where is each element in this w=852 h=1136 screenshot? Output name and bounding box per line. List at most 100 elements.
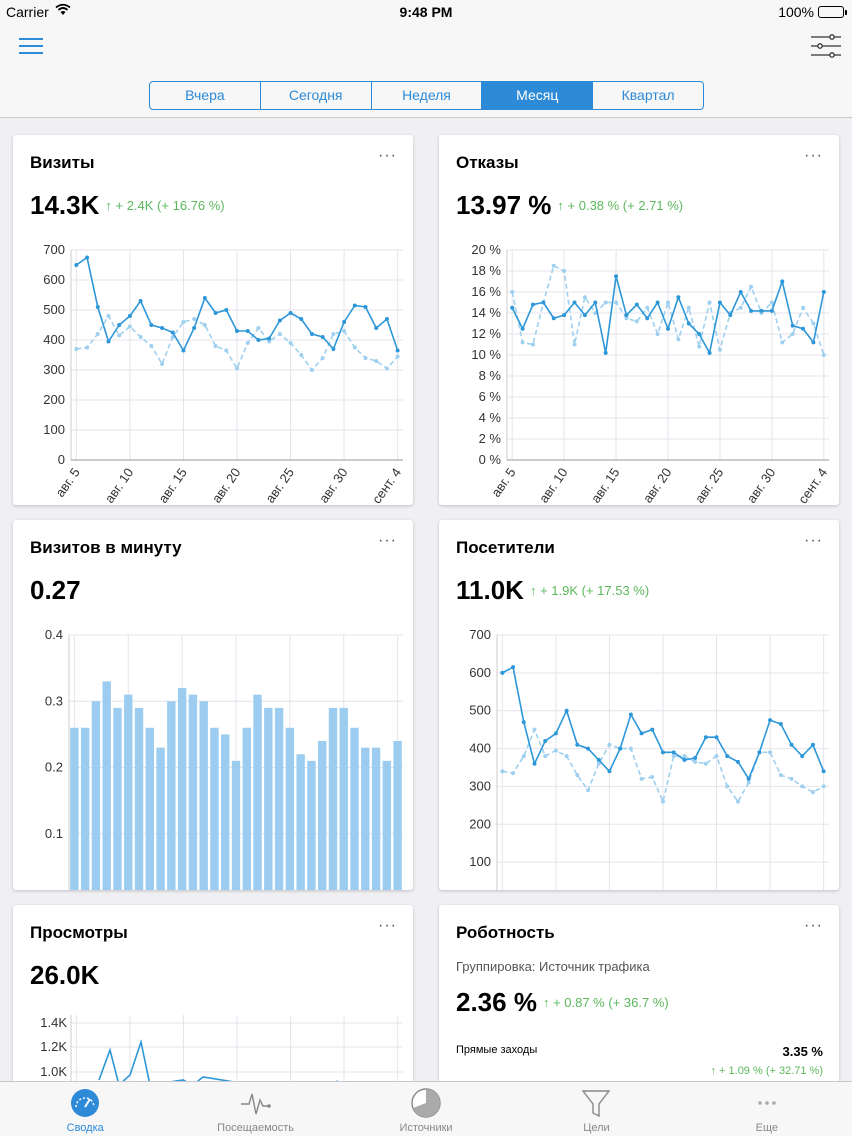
x-tick-label: авг. 20 bbox=[640, 465, 675, 505]
segment-3[interactable]: Месяц bbox=[482, 82, 594, 109]
tab-2[interactable]: Источники bbox=[341, 1082, 511, 1136]
data-point bbox=[801, 326, 806, 331]
data-point bbox=[821, 290, 826, 294]
data-point bbox=[192, 317, 197, 321]
bar bbox=[231, 760, 241, 890]
segment-2[interactable]: Неделя bbox=[372, 82, 483, 109]
tab-4[interactable]: Еще bbox=[682, 1082, 852, 1136]
data-point bbox=[738, 290, 743, 294]
data-point bbox=[693, 756, 698, 761]
data-point bbox=[95, 305, 100, 309]
visitors-card[interactable]: Посетители ··· 11.0K ↑ + 1.9K (+ 17.53 %)… bbox=[439, 520, 839, 890]
data-point bbox=[746, 776, 751, 781]
data-point bbox=[800, 784, 805, 789]
more-icon[interactable]: ··· bbox=[804, 532, 823, 549]
data-point bbox=[655, 332, 660, 336]
data-point bbox=[810, 790, 815, 795]
data-point bbox=[288, 311, 293, 315]
data-point bbox=[628, 712, 633, 717]
data-point bbox=[618, 746, 623, 751]
more-icon[interactable]: ··· bbox=[804, 147, 823, 164]
more-icon[interactable]: ··· bbox=[804, 917, 823, 934]
y-tick-label: 0 bbox=[58, 452, 65, 467]
data-point bbox=[245, 329, 250, 333]
status-bar: Carrier 9:48 PM 100% bbox=[0, 0, 852, 24]
data-point bbox=[117, 323, 122, 327]
y-tick-label: 600 bbox=[43, 272, 65, 287]
y-tick-label: 1.2K bbox=[40, 1039, 67, 1054]
more-icon[interactable]: ··· bbox=[378, 532, 397, 549]
data-point bbox=[778, 721, 783, 726]
carrier-label: Carrier bbox=[6, 4, 49, 20]
bar bbox=[199, 701, 208, 890]
y-tick-label: 1.0K bbox=[40, 1064, 67, 1079]
bounces-card[interactable]: Отказы ··· 13.97 % ↑ + 0.38 % (+ 2.71 %) … bbox=[439, 135, 839, 505]
data-point bbox=[671, 750, 676, 755]
more-icon[interactable]: ··· bbox=[378, 147, 397, 164]
data-point bbox=[703, 735, 708, 740]
data-point bbox=[697, 332, 702, 336]
visits-per-minute-card[interactable]: Визитов в минуту ··· 0.27 00.10.20.30.4а… bbox=[13, 520, 413, 890]
data-point bbox=[666, 326, 670, 331]
card-delta: ↑ + 0.87 % (+ 36.7 %) bbox=[542, 995, 669, 1010]
data-point bbox=[521, 754, 526, 759]
data-point bbox=[395, 348, 400, 353]
y-tick-label: 18 % bbox=[471, 263, 501, 278]
data-point bbox=[384, 366, 389, 371]
more-icon[interactable]: ··· bbox=[378, 917, 397, 934]
card-value: 11.0K bbox=[456, 575, 524, 605]
segment-0[interactable]: Вчера bbox=[150, 82, 261, 109]
menu-icon[interactable] bbox=[19, 38, 43, 54]
views-card[interactable]: Просмотры ··· 26.0K 1.4K 1.2K 1.0K bbox=[13, 905, 413, 1085]
data-point bbox=[309, 332, 314, 336]
y-tick-label: 12 % bbox=[471, 326, 501, 341]
data-point bbox=[759, 308, 764, 313]
x-tick-label: авг. 15 bbox=[155, 465, 190, 505]
data-point bbox=[757, 750, 762, 755]
robots-card[interactable]: Роботность ··· Группировка: Источник тра… bbox=[439, 905, 839, 1085]
bar bbox=[307, 760, 316, 890]
tab-1[interactable]: Посещаемость bbox=[170, 1082, 340, 1136]
data-point bbox=[596, 757, 601, 762]
bar bbox=[361, 747, 370, 890]
data-point bbox=[714, 754, 719, 759]
x-tick-label: авг. 30 bbox=[744, 465, 779, 505]
segment-4[interactable]: Квартал bbox=[621, 87, 675, 103]
data-point bbox=[738, 305, 743, 310]
data-point bbox=[821, 784, 826, 789]
bar bbox=[70, 727, 79, 890]
data-point bbox=[85, 255, 90, 260]
data-point bbox=[575, 773, 580, 778]
data-point bbox=[780, 279, 785, 284]
bar bbox=[167, 701, 176, 890]
segment-1[interactable]: Сегодня bbox=[261, 82, 372, 109]
y-tick-label: 20 % bbox=[471, 242, 501, 257]
bar bbox=[350, 727, 359, 890]
y-tick-label: 500 bbox=[469, 703, 491, 718]
data-point bbox=[645, 305, 650, 310]
data-point bbox=[363, 356, 368, 360]
data-point bbox=[749, 284, 754, 289]
data-point bbox=[686, 321, 691, 326]
data-point bbox=[593, 300, 598, 305]
data-point bbox=[607, 742, 612, 747]
data-point bbox=[650, 727, 655, 732]
bar bbox=[393, 741, 402, 890]
data-point bbox=[551, 263, 556, 268]
data-point bbox=[768, 718, 773, 723]
bar bbox=[253, 694, 262, 890]
data-point bbox=[628, 746, 633, 751]
data-point bbox=[127, 314, 132, 318]
data-point bbox=[728, 313, 733, 318]
data-point bbox=[277, 332, 282, 336]
bar bbox=[339, 707, 348, 890]
data-point bbox=[769, 300, 774, 305]
y-tick-label: 2 % bbox=[479, 431, 502, 446]
card-title: Посетители bbox=[456, 538, 555, 557]
visits-card[interactable]: Визиты ··· 14.3K ↑ + 2.4K (+ 16.76 %) 0 10… bbox=[13, 135, 413, 505]
data-point bbox=[707, 350, 712, 355]
tab-0[interactable]: Сводка bbox=[0, 1082, 170, 1136]
filter-settings-icon[interactable] bbox=[810, 32, 842, 60]
data-point bbox=[682, 754, 687, 759]
tab-3[interactable]: Цели bbox=[511, 1082, 681, 1136]
